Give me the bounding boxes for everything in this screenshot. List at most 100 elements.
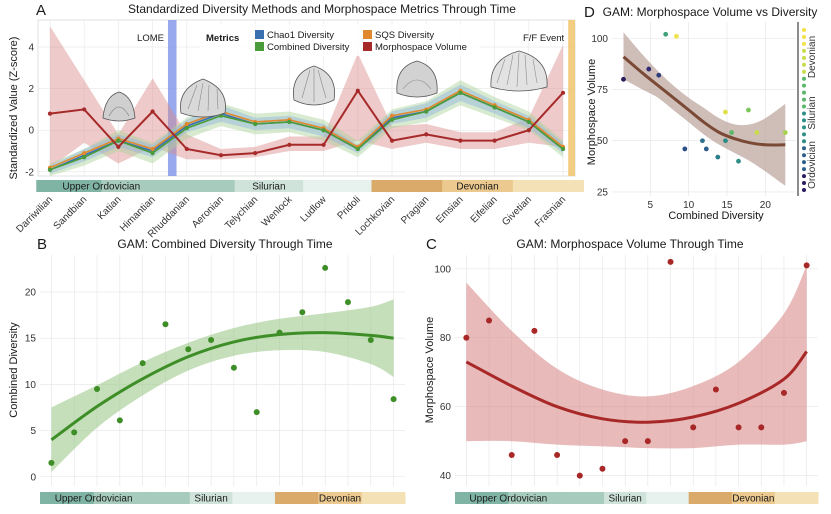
- x-tick-label: Darriwilian: [14, 194, 55, 235]
- data-point: [299, 309, 306, 316]
- data-point: [622, 438, 629, 445]
- fossil-icon-1: [102, 91, 136, 122]
- data-point-combined-diversity: [355, 146, 360, 152]
- data-point: [723, 138, 728, 144]
- data-point-combined-diversity: [47, 167, 53, 172]
- period-band-segment: [455, 492, 509, 504]
- data-point: [690, 424, 697, 431]
- x-tick-label: 20: [760, 200, 772, 211]
- colorbar-dot: [802, 90, 806, 95]
- data-point-morphospace-volume: [321, 142, 326, 147]
- panel-a-legend: Metrics Chao1 Diversity SQS Diversity Co…: [200, 24, 480, 56]
- panel-c: C GAM: Morphospace Volume Through Time M…: [424, 236, 819, 505]
- data-point: [508, 451, 515, 458]
- period-band-segment: [508, 492, 563, 504]
- panel-b-y-axis-label: Combined Diversity: [8, 322, 20, 418]
- colorbar-dot: [802, 41, 806, 46]
- data-point: [344, 299, 351, 306]
- data-point: [139, 360, 146, 367]
- plot-background: [40, 255, 405, 486]
- data-point: [94, 385, 101, 392]
- data-point-sqs-diversity: [389, 113, 395, 118]
- series-line-sqs-diversity: [49, 89, 564, 169]
- event-bar-ff: [568, 20, 575, 176]
- fossil-icon-4: [396, 60, 438, 98]
- data-point: [663, 31, 669, 37]
- y-tick-label: 25: [597, 187, 609, 198]
- legend-swatch-sqs: [363, 30, 372, 39]
- panel-b: B GAM: Combined Diversity Through Time C…: [8, 236, 406, 505]
- x-tick-label: Givetian: [500, 194, 534, 228]
- period-band-label: Silurian: [252, 182, 285, 193]
- data-point: [322, 264, 329, 271]
- data-point: [746, 107, 751, 113]
- x-tick-label: 10: [683, 200, 695, 211]
- event-bar-lome: [167, 20, 177, 176]
- period-band-segment: [688, 492, 733, 504]
- data-point: [230, 364, 237, 371]
- data-point: [554, 451, 561, 458]
- x-tick-label: Katian: [96, 194, 124, 222]
- data-point: [656, 72, 662, 78]
- panel-c-label: C: [426, 236, 437, 253]
- colorbar-dot: [802, 34, 806, 39]
- x-tick-label: Telychian: [223, 194, 260, 231]
- colorbar-dot: [802, 28, 806, 32]
- period-band-segment: [166, 180, 236, 192]
- legend-chao1: Chao1 Diversity: [267, 30, 334, 41]
- period-band-segment: [234, 180, 304, 192]
- data-point: [729, 130, 734, 135]
- x-tick-label: Ludlow: [299, 194, 330, 225]
- colorbar-dot: [802, 125, 806, 130]
- y-tick-label: 15: [25, 334, 37, 345]
- legend-sqs: SQS Diversity: [375, 30, 434, 41]
- data-point: [715, 154, 721, 160]
- colorbar-dot: [802, 83, 806, 88]
- x-tick-label: Emsian: [434, 194, 465, 225]
- panel-d: D GAM: Morphospace Volume vs Diversity M…: [584, 4, 818, 222]
- period-band-segment: [232, 492, 276, 504]
- colorbar-dot: [802, 118, 806, 123]
- x-tick-label: Pridoli: [335, 194, 362, 221]
- confidence-band: [51, 299, 394, 473]
- colorbar-dot: [802, 62, 806, 67]
- data-point-combined-diversity: [116, 138, 121, 143]
- period-band-segment: [274, 492, 319, 504]
- data-point: [208, 337, 215, 344]
- period-band-segment: [731, 492, 776, 504]
- data-point: [754, 130, 760, 135]
- data-point-combined-diversity: [560, 146, 566, 152]
- data-point: [674, 33, 679, 39]
- data-point-sqs-diversity: [150, 146, 155, 152]
- legend-swatch-chao1: [255, 30, 264, 39]
- y-tick-label: 20: [25, 287, 37, 298]
- colorbar-dot: [802, 181, 806, 186]
- panel-d-plot-area: 5 10 15 20 25 50 75 100 Ordovician Silurian Devoni…: [591, 22, 818, 211]
- data-point: [736, 158, 741, 164]
- data-point-morphospace-volume: [526, 128, 531, 133]
- data-point-sqs-diversity: [184, 121, 189, 127]
- fossil-icon-5: [490, 50, 548, 92]
- data-point-morphospace-volume: [492, 138, 497, 143]
- y-tick-label: 100: [434, 264, 451, 275]
- data-point-combined-diversity: [424, 109, 429, 114]
- series-line-combined-diversity: [49, 91, 564, 171]
- legend-title: Metrics: [206, 33, 239, 44]
- period-band-label: Upper Ordovician: [62, 182, 140, 193]
- data-point-morphospace-volume: [389, 138, 395, 143]
- data-point: [703, 146, 709, 152]
- y-tick-label: 10: [25, 380, 37, 391]
- data-point: [367, 337, 374, 344]
- data-point-morphospace-volume: [218, 153, 224, 158]
- data-point: [162, 321, 169, 328]
- period-band-segment: [318, 492, 363, 504]
- colorbar-label: Ordovician: [807, 141, 818, 189]
- colorbar-dot: [802, 69, 806, 74]
- period-band-segment: [371, 180, 443, 192]
- colorbar-dot: [802, 97, 806, 102]
- y-tick-label: 60: [440, 402, 452, 413]
- period-band-segment: [93, 492, 148, 504]
- y-tick-label: 0: [30, 472, 36, 483]
- data-point-combined-diversity: [150, 151, 155, 156]
